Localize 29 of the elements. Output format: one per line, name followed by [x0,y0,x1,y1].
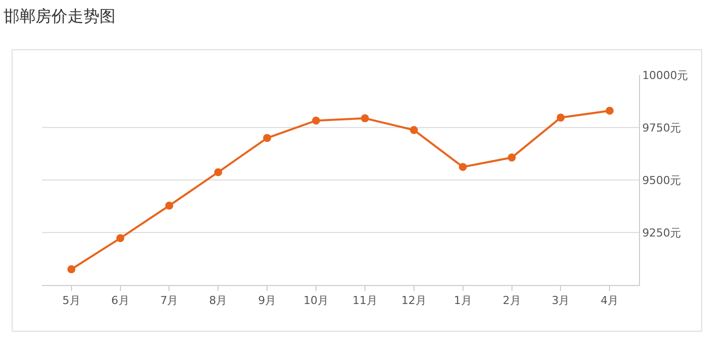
y-tick-label: 9500元 [642,174,682,187]
point [116,234,124,242]
y-tick-label: 9750元 [642,121,682,134]
x-tick-label: 9月 [258,294,276,308]
point [556,114,565,122]
x-tick-label: 2月 [502,294,521,308]
point [508,154,516,162]
chart-title: 邯郸房价走势图 [4,6,116,26]
x-tick-label: 10月 [304,294,329,308]
x-tick-label: 7月 [160,294,178,308]
point [360,114,369,122]
x-tick-label: 8月 [209,294,228,308]
x-tick-label: 11月 [352,294,378,308]
x-tick-label: 5月 [62,294,80,308]
point [214,168,222,176]
x-tick-label: 4月 [600,294,619,308]
x-tick-label: 12月 [401,294,426,308]
point [165,202,174,210]
point [312,116,320,125]
point [606,106,614,115]
point [263,134,272,142]
x-tick-label: 6月 [111,294,130,308]
point [458,162,467,171]
y-tick-label: 9250元 [642,226,682,240]
x-tick-label: 3月 [552,294,570,308]
point [67,265,76,274]
point [410,126,418,134]
x-tick-label: 1月 [454,294,472,308]
y-tick-label: 10000元 [642,68,688,82]
